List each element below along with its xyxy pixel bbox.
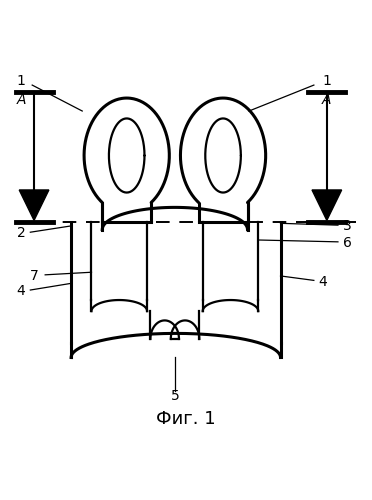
Text: 1: 1 [17,74,26,88]
Text: 3: 3 [343,219,352,233]
Polygon shape [312,190,341,220]
Text: 4: 4 [17,284,25,298]
Text: 1: 1 [323,74,331,88]
Text: 4: 4 [319,274,327,288]
Text: 2: 2 [17,226,25,240]
Text: А: А [322,93,331,107]
Text: 6: 6 [343,236,352,250]
Text: Фиг. 1: Фиг. 1 [156,410,216,428]
Text: 5: 5 [170,390,179,404]
Text: 7: 7 [30,269,38,283]
Polygon shape [19,190,49,220]
Text: А: А [16,93,26,107]
